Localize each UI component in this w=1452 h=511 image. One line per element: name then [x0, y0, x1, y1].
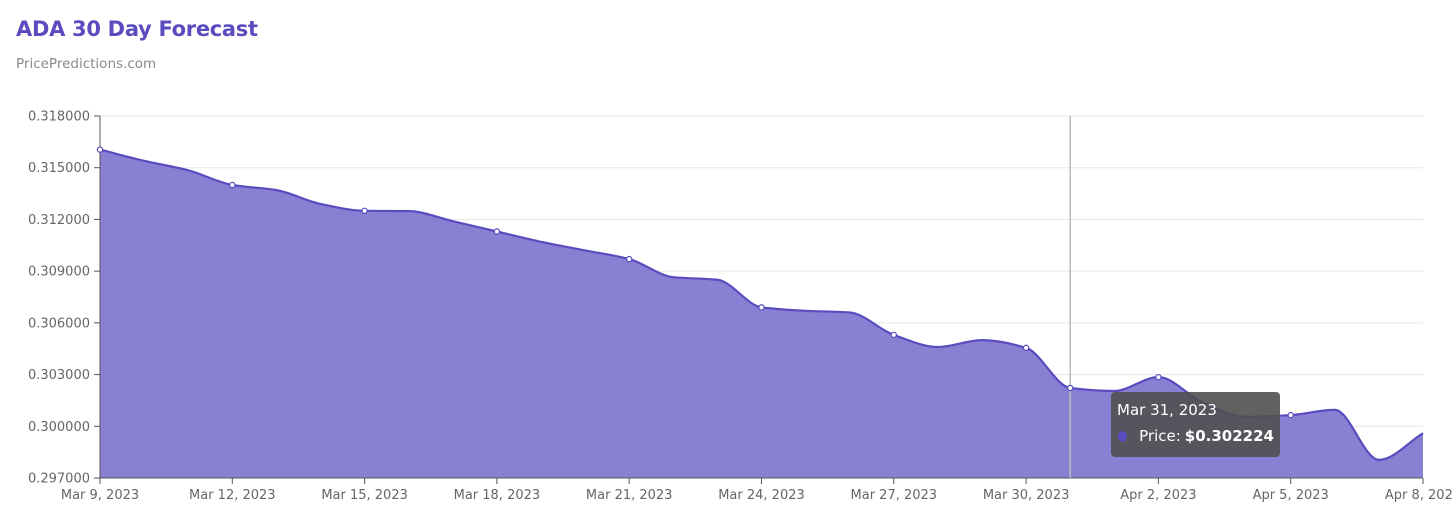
tooltip-price-label: Price: [1139, 427, 1181, 445]
points-layer [96, 146, 1294, 419]
data-point[interactable] [361, 207, 368, 215]
data-point[interactable] [1155, 373, 1162, 381]
tooltip-price-row: Price: $0.302224 [1117, 426, 1274, 446]
x-tick-label: Mar 24, 2023 [718, 488, 805, 503]
data-point[interactable] [758, 304, 765, 311]
data-point[interactable] [1022, 344, 1030, 352]
data-point[interactable] [626, 255, 633, 263]
data-point[interactable] [1287, 411, 1294, 419]
y-tick-label: 0.312000 [28, 213, 90, 228]
tooltip-date: Mar 31, 2023 [1117, 401, 1217, 419]
y-tick-label: 0.300000 [28, 420, 90, 435]
tooltip-price-value: $0.302224 [1184, 427, 1274, 445]
y-tick-label: 0.303000 [28, 368, 90, 383]
data-point[interactable] [229, 181, 236, 189]
y-tick-label: 0.306000 [28, 316, 90, 331]
x-tick-label: Apr 8, 2023 [1385, 488, 1452, 503]
x-tick-label: Apr 2, 2023 [1120, 488, 1196, 503]
y-tick-label: 0.318000 [28, 110, 90, 125]
x-tick-label: Mar 12, 2023 [189, 488, 276, 503]
axis-layer: 0.297000 0.300000 0.303000 0.306000 0.309000… [28, 110, 1452, 504]
y-tick-label: 0.315000 [28, 161, 90, 176]
data-point[interactable] [96, 146, 104, 153]
data-point[interactable] [1066, 384, 1074, 392]
x-tick-label: Mar 30, 2023 [983, 488, 1070, 503]
price-tooltip: Mar 31, 2023 Price: $0.302224 [1111, 392, 1280, 457]
x-tick-label: Mar 21, 2023 [586, 488, 673, 503]
data-point[interactable] [493, 228, 501, 235]
price-area-fill [100, 149, 1423, 479]
x-tick-label: Mar 15, 2023 [321, 488, 408, 503]
x-tick-label: Mar 18, 2023 [454, 488, 541, 503]
y-tick-label: 0.297000 [28, 472, 90, 487]
x-tick-label: Apr 5, 2023 [1253, 488, 1329, 503]
series-dot-icon [1118, 430, 1128, 442]
chart-title: ADA 30 Day Forecast [16, 17, 258, 41]
data-point[interactable] [890, 331, 898, 339]
chart-subtitle: PricePredictions.com [16, 56, 157, 72]
y-tick-label: 0.309000 [28, 265, 90, 280]
x-tick-label: Mar 9, 2023 [61, 488, 139, 503]
x-tick-label: Mar 27, 2023 [851, 488, 938, 503]
